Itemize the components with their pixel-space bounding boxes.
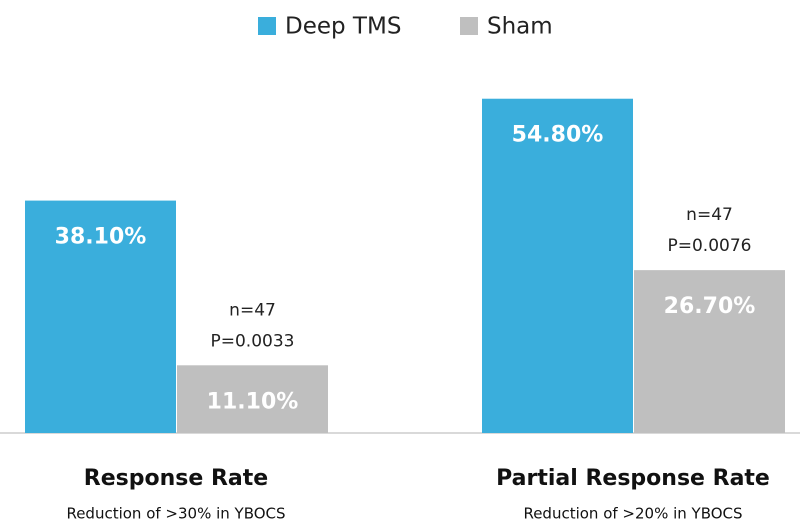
annotation: n=47: [686, 205, 733, 225]
legend-label: Deep TMS: [285, 14, 401, 40]
category-subtitle: Reduction of >20% in YBOCS: [523, 505, 742, 523]
value-label: 11.10%: [207, 389, 299, 414]
value-label: 26.70%: [664, 294, 756, 319]
x-tick-label: Partial Response Rate: [496, 466, 770, 491]
bar: [482, 98, 633, 433]
legend-swatch: [460, 17, 478, 35]
x-tick-label: Response Rate: [84, 466, 268, 491]
value-label: 54.80%: [512, 123, 604, 148]
legend-label: Sham: [487, 14, 553, 40]
bar: [634, 270, 785, 433]
value-label: 38.10%: [55, 225, 147, 250]
annotation: P=0.0033: [211, 331, 295, 351]
bar: [177, 365, 328, 433]
category-subtitle: Reduction of >30% in YBOCS: [66, 505, 285, 523]
bar: [25, 200, 176, 433]
annotation: n=47: [229, 300, 276, 320]
legend-swatch: [258, 17, 276, 35]
annotation: P=0.0076: [668, 236, 752, 256]
